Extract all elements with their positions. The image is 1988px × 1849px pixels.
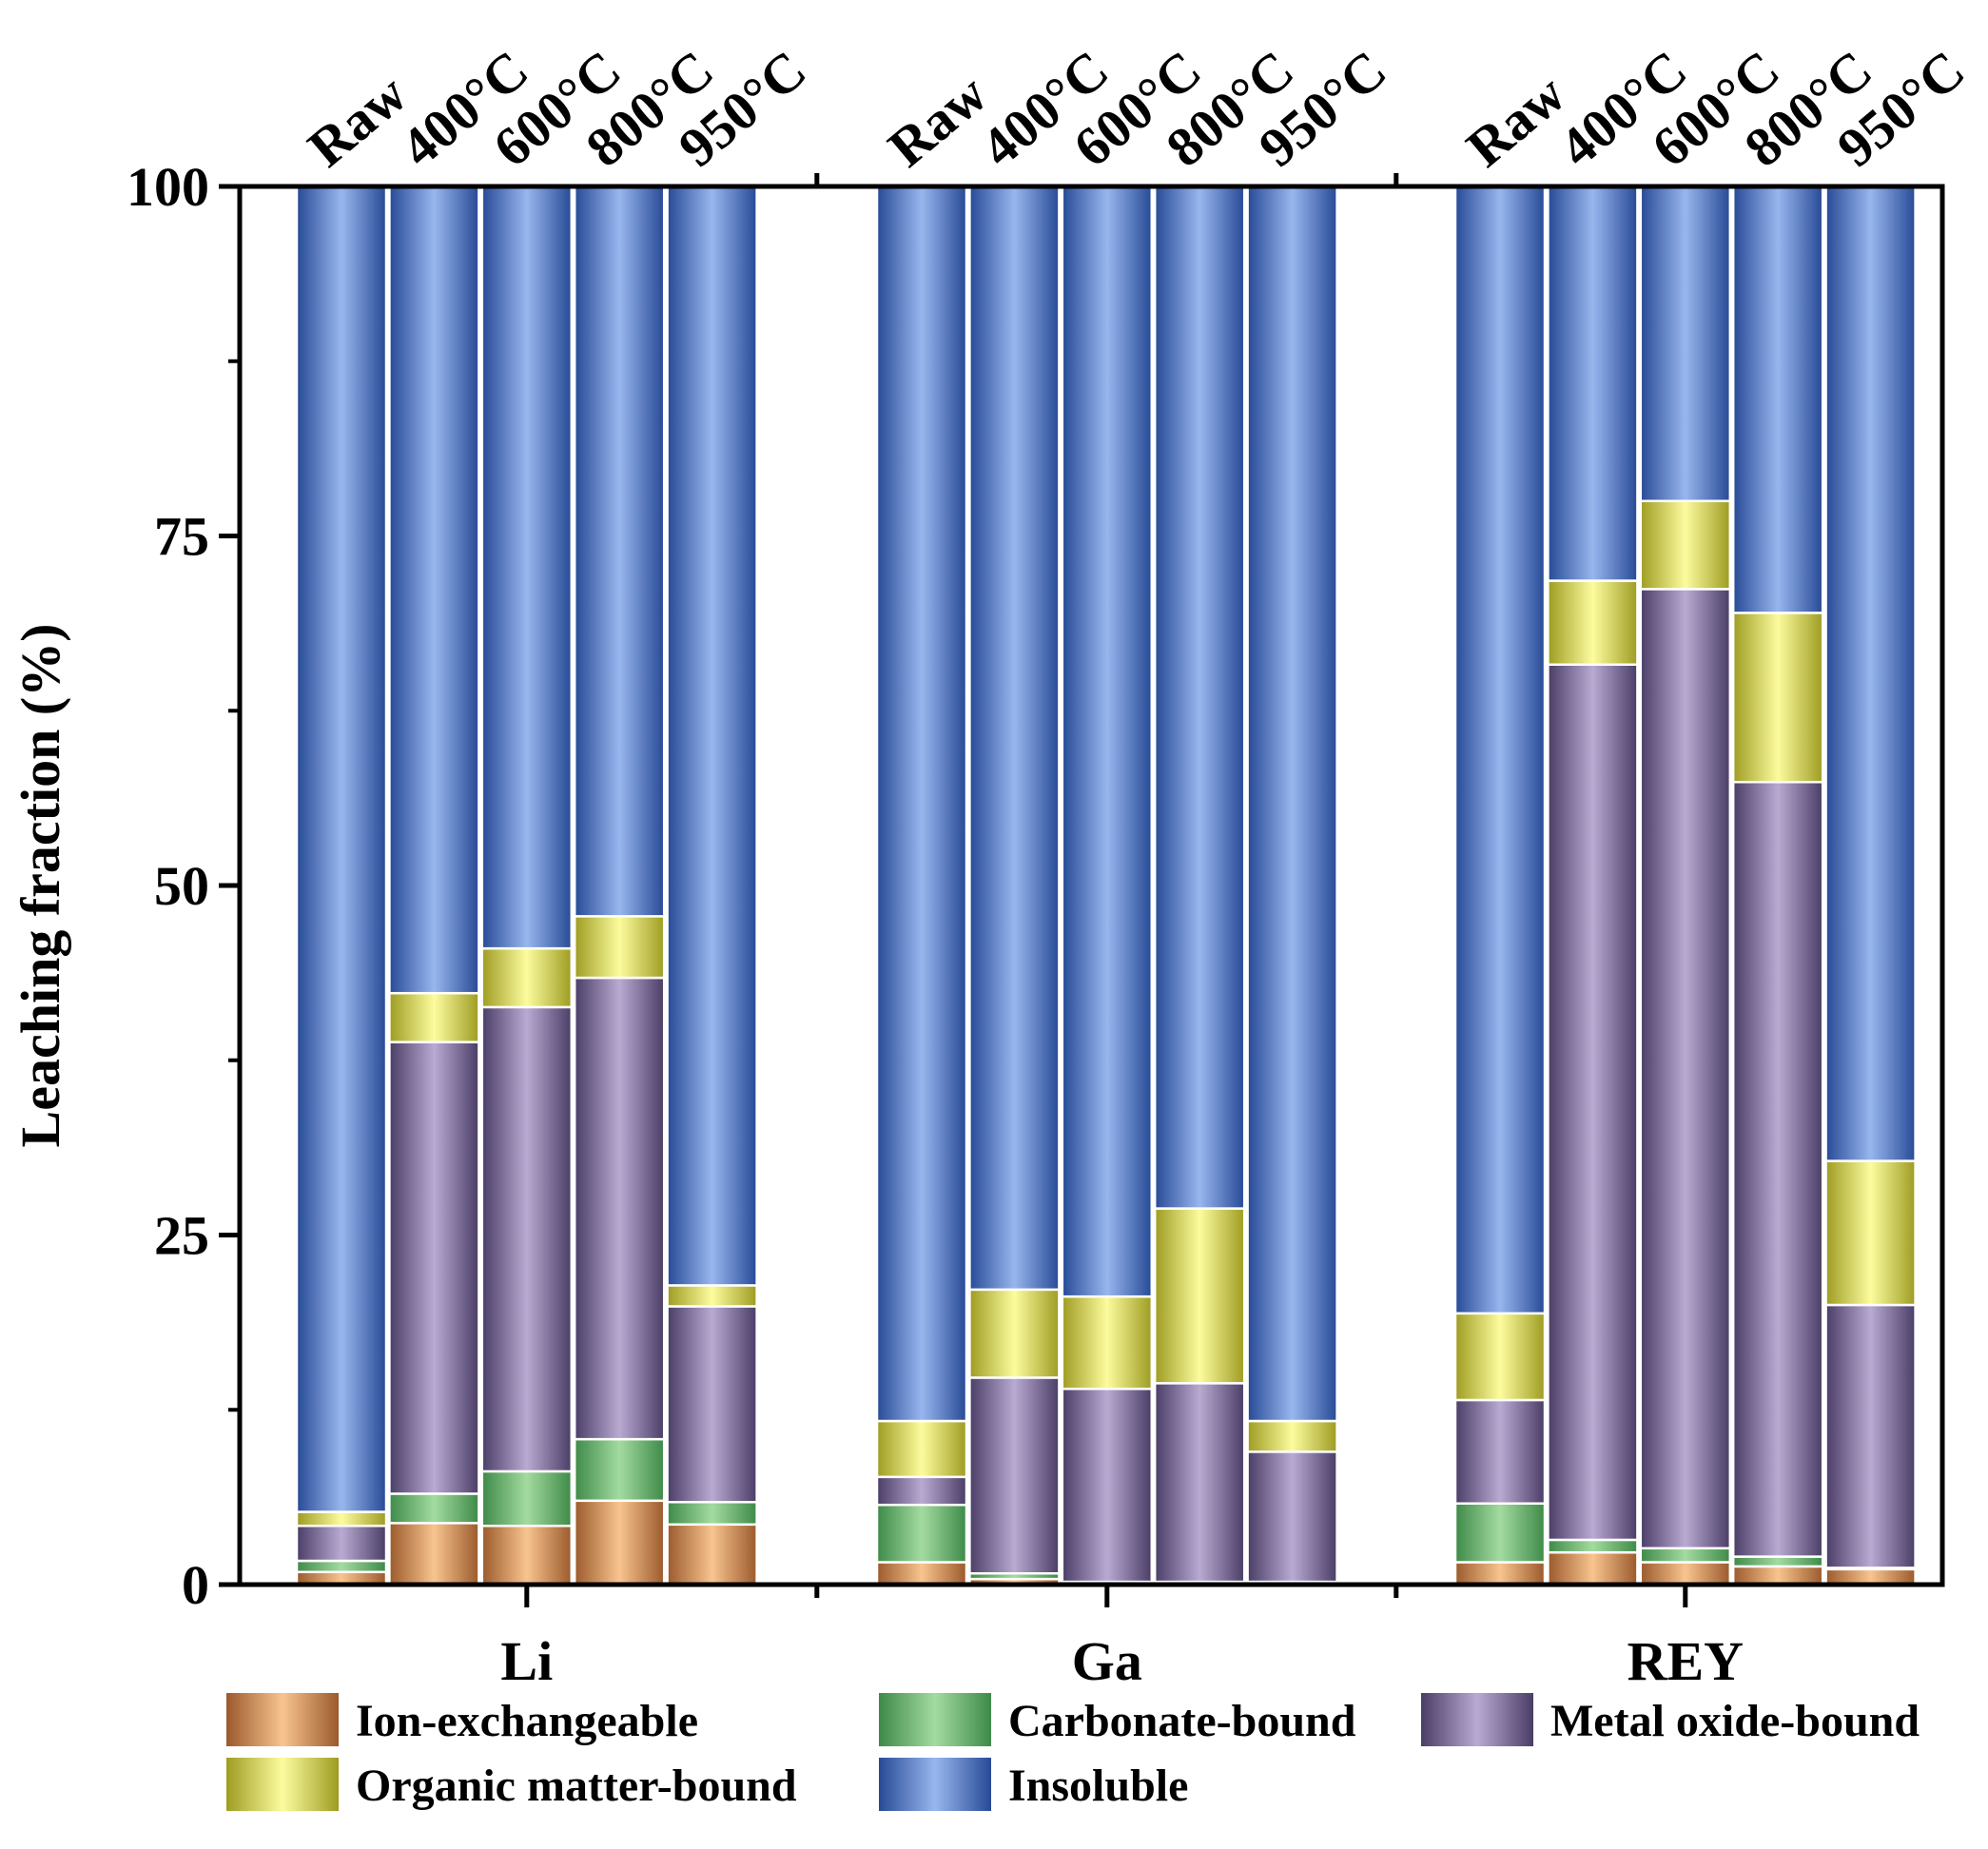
legend-item-2: Metal oxide-bound: [1421, 1693, 1920, 1746]
bar-segment-li-0-3: [295, 1510, 388, 1528]
bar-segment-ga-0-1: [875, 1503, 968, 1564]
bar-segment-rey-2-4: [1639, 185, 1732, 502]
bar-segment-li-3-1: [573, 1437, 666, 1503]
bar-segment-li-4-1: [666, 1501, 758, 1527]
y-tick-label: 50: [154, 855, 209, 917]
bar-segment-li-2-3: [480, 946, 574, 1009]
bar-segment-li-2-1: [480, 1469, 574, 1528]
legend-label: Metal oxide-bound: [1550, 1696, 1920, 1746]
bar-segment-li-2-2: [480, 1005, 574, 1473]
bar-segment-li-4-4: [666, 185, 758, 1287]
bar-segment-ga-1-3: [968, 1288, 1061, 1379]
legend-item-1: Carbonate-bound: [879, 1693, 1356, 1746]
legend-item-3: Organic matter-bound: [226, 1758, 797, 1811]
bar-segment-rey-1-0: [1547, 1550, 1639, 1586]
bar-segment-ga-4-2: [1246, 1450, 1338, 1584]
bars-layer: [295, 185, 1917, 1586]
legend-item-4: Insoluble: [879, 1758, 1188, 1811]
bar-segment-li-0-2: [295, 1525, 388, 1563]
bar-segment-li-2-0: [480, 1525, 574, 1586]
bar-segment-li-0-4: [295, 185, 388, 1513]
bar-segment-li-3-3: [573, 915, 666, 980]
y-tick-label: 75: [154, 506, 209, 568]
legend-swatch: [226, 1758, 339, 1811]
bar-segment-rey-1-3: [1547, 579, 1639, 666]
y-tick-label: 100: [127, 156, 209, 218]
axes-layer: [219, 173, 1945, 1607]
bar-label-ga-0: Raw: [877, 63, 999, 179]
bar-segment-rey-3-2: [1731, 780, 1824, 1558]
bar-segment-rey-0-0: [1453, 1561, 1547, 1586]
bar-segment-ga-2-2: [1061, 1387, 1154, 1584]
bar-segment-li-1-2: [388, 1041, 480, 1495]
bar-segment-rey-3-0: [1731, 1565, 1824, 1586]
legend-label: Ion-exchangeable: [356, 1696, 698, 1746]
bar-segment-li-4-3: [666, 1284, 758, 1308]
bar-segment-rey-2-3: [1639, 499, 1732, 591]
bar-segment-ga-1-2: [968, 1376, 1061, 1575]
bar-segment-ga-4-4: [1246, 185, 1338, 1423]
bar-segment-li-1-1: [388, 1492, 480, 1525]
bar-segment-rey-0-4: [1453, 185, 1547, 1315]
bar-segment-rey-3-3: [1731, 612, 1824, 784]
bar-segment-ga-0-3: [875, 1419, 968, 1479]
bar-segment-rey-0-1: [1453, 1502, 1547, 1564]
bar-segment-li-4-0: [666, 1523, 758, 1586]
bar-segment-ga-2-4: [1061, 185, 1154, 1298]
bar-segment-ga-1-4: [968, 185, 1061, 1292]
bar-segment-li-4-2: [666, 1305, 758, 1504]
bar-segment-li-2-4: [480, 185, 574, 950]
y-tick-label: 0: [182, 1554, 209, 1616]
bar-segment-rey-3-4: [1731, 185, 1824, 614]
legend-item-0: Ion-exchangeable: [226, 1693, 698, 1746]
bar-segment-ga-0-4: [875, 185, 968, 1423]
y-tick-label: 25: [154, 1205, 209, 1267]
bar-label-li-0: Raw: [297, 63, 419, 179]
bar-segment-rey-4-4: [1824, 185, 1917, 1162]
legend-swatch: [879, 1758, 991, 1811]
bar-segment-rey-0-2: [1453, 1398, 1547, 1505]
legend-swatch: [1421, 1693, 1533, 1746]
bar-segment-ga-4-3: [1246, 1419, 1338, 1453]
x-category-label-li: Li: [500, 1630, 553, 1692]
bar-segment-rey-3-1: [1731, 1555, 1824, 1568]
bar-segment-rey-1-2: [1547, 663, 1639, 1542]
bar-segment-rey-0-3: [1453, 1312, 1547, 1402]
legend-label: Carbonate-bound: [1008, 1696, 1356, 1746]
bar-segment-rey-2-0: [1639, 1561, 1732, 1586]
bar-segment-li-1-3: [388, 991, 480, 1043]
bar-segment-rey-1-1: [1547, 1538, 1639, 1554]
legend-swatch: [226, 1693, 339, 1746]
bar-segment-ga-3-2: [1153, 1382, 1246, 1584]
bar-segment-ga-2-3: [1061, 1294, 1154, 1391]
bar-segment-rey-2-1: [1639, 1547, 1732, 1564]
legend-label: Insoluble: [1008, 1761, 1188, 1811]
bar-segment-ga-0-0: [875, 1561, 968, 1586]
bar-segment-li-0-1: [295, 1559, 388, 1574]
bar-segment-ga-3-3: [1153, 1207, 1246, 1385]
bar-segment-ga-3-4: [1153, 185, 1246, 1210]
bar-label-rey-0: Raw: [1455, 63, 1577, 179]
bar-segment-li-1-0: [388, 1522, 480, 1586]
legend-swatch: [879, 1693, 991, 1746]
bar-segment-rey-4-2: [1824, 1303, 1917, 1569]
y-axis-title: Leaching fraction (%): [10, 624, 71, 1148]
x-category-label-rey: REY: [1627, 1630, 1744, 1692]
bar-segment-rey-4-3: [1824, 1159, 1917, 1307]
bar-segment-li-3-4: [573, 185, 666, 918]
legend: Ion-exchangeable Carbonate-bound Metal oxi…: [226, 1693, 1920, 1811]
legend-label: Organic matter-bound: [356, 1761, 797, 1811]
bar-segment-rey-1-4: [1547, 185, 1639, 582]
bar-segment-ga-0-2: [875, 1475, 968, 1507]
x-category-label-ga: Ga: [1072, 1630, 1142, 1692]
bar-segment-li-1-4: [388, 185, 480, 995]
bar-segment-li-3-0: [573, 1499, 666, 1586]
bar-segment-rey-2-2: [1639, 588, 1732, 1550]
bar-segment-li-3-2: [573, 976, 666, 1441]
